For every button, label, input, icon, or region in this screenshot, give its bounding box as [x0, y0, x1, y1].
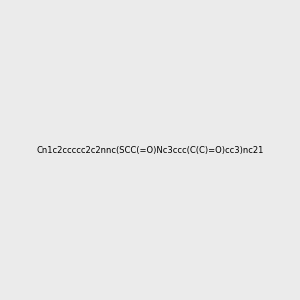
Text: Cn1c2ccccc2c2nnc(SCC(=O)Nc3ccc(C(C)=O)cc3)nc21: Cn1c2ccccc2c2nnc(SCC(=O)Nc3ccc(C(C)=O)cc… [36, 146, 264, 154]
